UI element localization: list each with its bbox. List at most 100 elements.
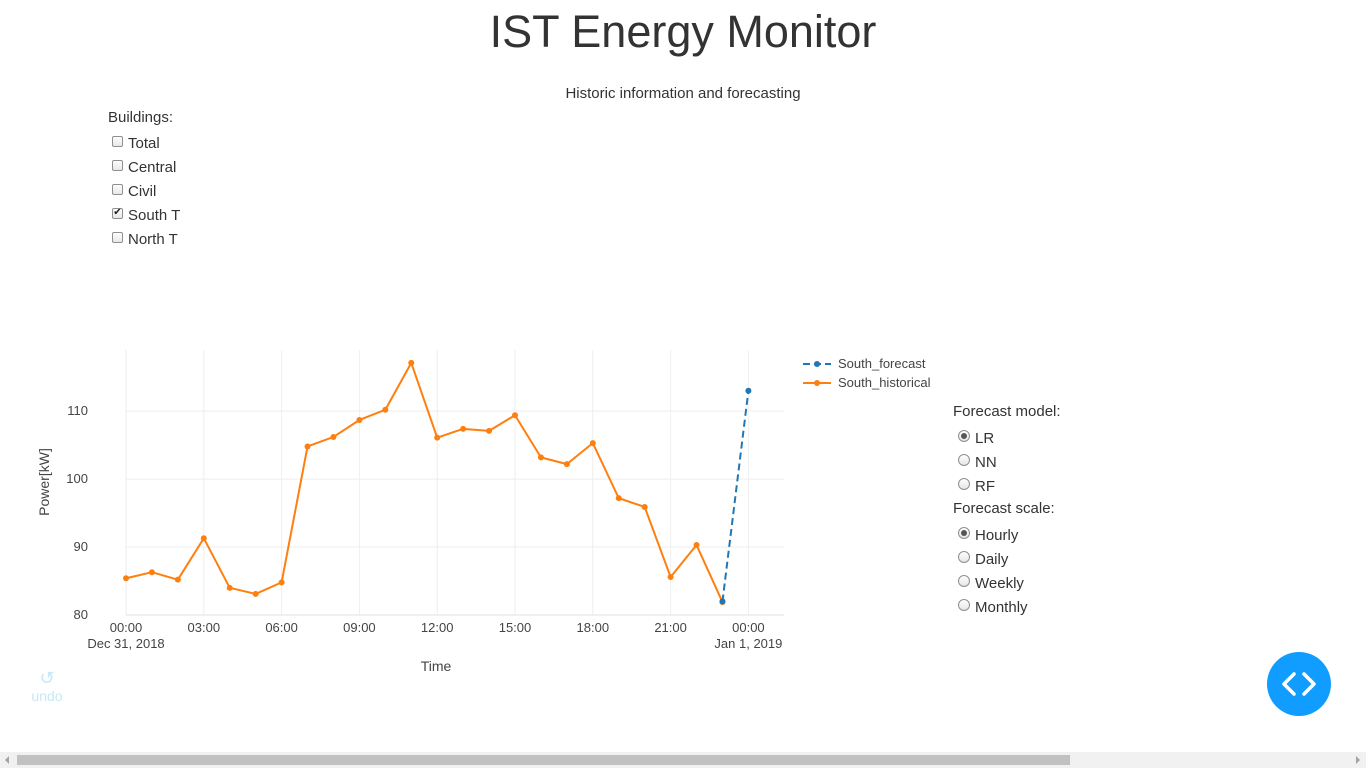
radio-button[interactable] — [958, 575, 970, 587]
data-point — [460, 425, 467, 432]
data-point — [615, 495, 622, 502]
legend-marker — [814, 361, 820, 367]
x-tick-label: 06:00 — [265, 620, 298, 635]
y-axis-title: Power[kW] — [36, 448, 52, 516]
undo-icon: ↺ — [39, 668, 55, 688]
checkbox[interactable] — [112, 231, 123, 243]
data-point — [226, 584, 233, 591]
data-point — [174, 576, 181, 583]
data-point — [641, 503, 648, 510]
data-point — [148, 569, 155, 576]
x-tick-label: 18:00 — [577, 620, 610, 635]
radio-label: Hourly — [975, 526, 1019, 544]
y-tick-label: 80 — [74, 607, 88, 622]
model-option-nn[interactable]: NN — [953, 450, 1061, 474]
radio-label: RF — [975, 477, 995, 495]
checkbox-checked[interactable]: ✔ — [112, 207, 123, 219]
x-tick-label: 21:00 — [654, 620, 687, 635]
radio-selected-dot — [961, 433, 967, 439]
radio-button[interactable] — [958, 478, 970, 490]
x-axis-title: Time — [421, 658, 452, 674]
buildings-checklist: Buildings: Total Central Civil ✔ South T… — [108, 108, 180, 251]
scale-option-monthly[interactable]: Monthly — [953, 595, 1061, 619]
building-option-north-t[interactable]: North T — [108, 227, 180, 251]
scale-option-weekly[interactable]: Weekly — [953, 571, 1061, 595]
checkbox[interactable] — [112, 135, 123, 147]
checkbox-label: South T — [128, 206, 181, 224]
data-point — [200, 535, 207, 542]
data-point — [537, 454, 544, 461]
scroll-left-arrow-icon[interactable] — [5, 756, 9, 764]
data-point — [330, 433, 337, 440]
forecast-model-label: Forecast model: — [953, 403, 1061, 420]
radio-label: Weekly — [975, 574, 1024, 592]
data-point — [512, 412, 518, 419]
x-tick-date: Dec 31, 2018 — [87, 636, 164, 651]
scroll-right-arrow-icon[interactable] — [1356, 756, 1360, 764]
scale-option-daily[interactable]: Daily — [953, 547, 1061, 571]
data-point — [563, 461, 570, 468]
x-tick-date: Jan 1, 2019 — [714, 636, 782, 651]
legend-marker — [814, 380, 820, 386]
scale-option-hourly[interactable]: Hourly — [953, 523, 1061, 547]
checkbox-label: Civil — [128, 182, 157, 200]
scrollbar-thumb[interactable] — [17, 755, 1070, 765]
x-tick-label: 15:00 — [499, 620, 532, 635]
data-point — [434, 434, 441, 441]
building-option-south-t[interactable]: ✔ South T — [108, 203, 180, 227]
x-tick-label: 09:00 — [343, 620, 376, 635]
radio-label: LR — [975, 429, 995, 447]
legend-item-South_historical[interactable]: South_historical — [803, 375, 931, 390]
page-subtitle: Historic information and forecasting — [565, 85, 801, 102]
checkbox[interactable] — [112, 159, 123, 171]
y-tick-label: 100 — [66, 471, 88, 486]
checkbox[interactable] — [112, 183, 123, 195]
y-tick-label: 90 — [74, 539, 88, 554]
data-point — [123, 575, 129, 582]
radio-button[interactable] — [958, 527, 970, 539]
code-icon — [1282, 672, 1316, 696]
radio-button[interactable] — [958, 430, 970, 442]
page-title: IST Energy Monitor — [489, 6, 877, 57]
checkbox-label: North T — [128, 230, 178, 248]
data-point — [304, 443, 311, 450]
building-option-total[interactable]: Total — [108, 131, 180, 155]
horizontal-scrollbar[interactable] — [0, 752, 1366, 768]
buildings-label: Buildings: — [108, 109, 174, 126]
legend-label: South_forecast — [838, 356, 926, 371]
undo-button[interactable]: ↺ undo — [28, 668, 66, 704]
series-line-South_forecast — [721, 390, 750, 602]
data-point — [408, 359, 415, 366]
x-tick-label: 03:00 — [188, 620, 221, 635]
legend-item-South_forecast[interactable]: South_forecast — [803, 356, 926, 371]
data-point — [382, 406, 389, 413]
building-option-civil[interactable]: Civil — [108, 179, 180, 203]
radio-label: Monthly — [975, 598, 1028, 616]
data-point — [486, 427, 493, 434]
radio-button[interactable] — [958, 551, 970, 563]
data-point — [278, 579, 285, 586]
chart-legend[interactable]: South_forecast South_historical — [803, 356, 931, 390]
code-toggle-button[interactable] — [1267, 652, 1331, 716]
data-point — [356, 416, 363, 423]
x-tick-label: 00:00 — [110, 620, 143, 635]
model-option-lr[interactable]: LR — [953, 426, 1061, 450]
building-option-central[interactable]: Central — [108, 155, 180, 179]
radio-label: Daily — [975, 550, 1009, 568]
forecast-scale-label: Forecast scale: — [953, 500, 1055, 517]
checkbox-label: Total — [128, 134, 160, 152]
chart-grid — [125, 350, 784, 616]
chart-series — [123, 359, 752, 606]
series-line-South_historical — [125, 361, 724, 603]
radio-button[interactable] — [958, 454, 970, 466]
data-point — [745, 387, 752, 394]
model-option-rf[interactable]: RF — [953, 474, 1061, 498]
forecast-options-panel: Forecast model: LR NN RF Forecast scale:… — [953, 402, 1061, 619]
x-tick-label: 12:00 — [421, 620, 454, 635]
radio-button[interactable] — [958, 599, 970, 611]
y-tick-label: 110 — [67, 403, 88, 418]
data-point — [252, 590, 259, 597]
radio-label: NN — [975, 453, 997, 471]
